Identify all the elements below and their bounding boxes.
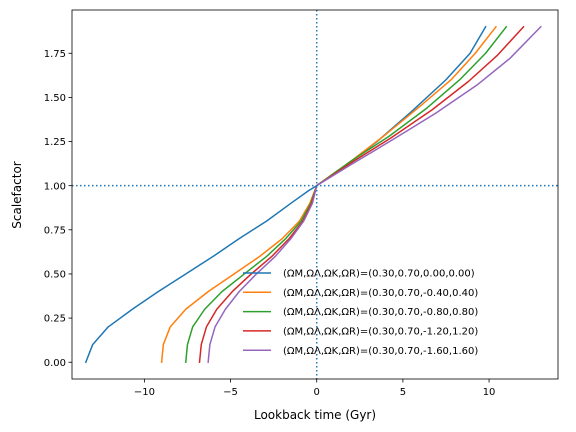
x-tick-label: 10 — [483, 387, 496, 398]
plot-frame — [71, 9, 559, 380]
y-tick-label: 0.75 — [44, 225, 66, 236]
x-axis-label: Lookback time (Gyr) — [254, 408, 376, 422]
y-tick-label: 1.50 — [44, 93, 66, 104]
y-axis-label: Scalefactor — [10, 161, 24, 229]
x-tick-label: −5 — [223, 387, 238, 398]
legend-label: (ΩM,ΩΛ,ΩK,ΩR)=(0.30,0.70,0.00,0.00) — [283, 269, 475, 280]
x-tick-label: 0 — [314, 387, 320, 398]
plot-lines — [84, 25, 542, 364]
x-tick-label: −10 — [134, 387, 155, 398]
legend-label: (ΩM,ΩΛ,ΩK,ΩR)=(0.30,0.70,-1.60,1.60) — [283, 346, 478, 357]
y-tick-label: 1.00 — [44, 181, 66, 192]
series-line-1 — [84, 25, 487, 364]
legend-label: (ΩM,ΩΛ,ΩK,ΩR)=(0.30,0.70,-0.40,0.40) — [283, 288, 478, 299]
series-line-2 — [160, 25, 498, 364]
series-line-5 — [207, 25, 542, 364]
y-tick-label: 0.25 — [44, 314, 66, 325]
y-tick-label: 0.00 — [44, 358, 66, 369]
y-axis: 0.00 0.25 0.50 0.75 1.00 1.25 1.50 1.75 — [44, 49, 72, 369]
legend: (ΩM,ΩΛ,ΩK,ΩR)=(0.30,0.70,0.00,0.00) (ΩM,Ω… — [243, 269, 478, 357]
y-tick-label: 1.75 — [44, 49, 66, 60]
x-axis: −10 −5 0 5 10 — [134, 379, 496, 398]
legend-label: (ΩM,ΩΛ,ΩK,ΩR)=(0.30,0.70,-0.80,0.80) — [283, 307, 478, 318]
x-tick-label: 5 — [400, 387, 406, 398]
reference-lines — [72, 10, 558, 379]
y-tick-label: 0.50 — [44, 270, 66, 281]
legend-label: (ΩM,ΩΛ,ΩK,ΩR)=(0.30,0.70,-1.20,1.20) — [283, 327, 478, 338]
y-tick-label: 1.25 — [44, 137, 66, 148]
series-line-3 — [184, 25, 508, 364]
